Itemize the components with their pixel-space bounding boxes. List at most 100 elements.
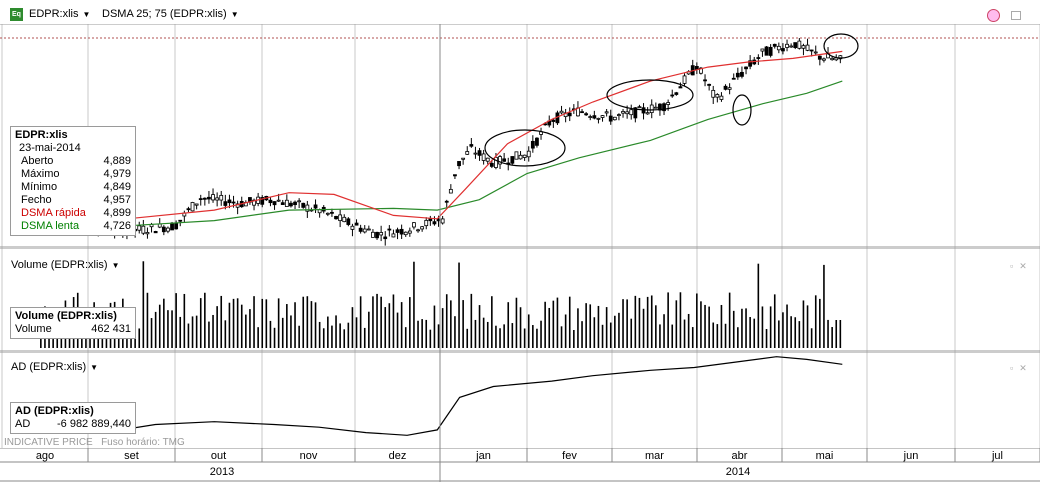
candle-body [707, 83, 712, 86]
volume-bar [474, 319, 477, 348]
volume-bar [429, 329, 432, 348]
chart-toolbar: Eq EDPR:xlis ▼ DSMA 25; 75 (EDPR:xlis) ▼ [0, 0, 1040, 26]
candle-body [313, 204, 318, 209]
annotation-ellipse-jan [484, 129, 566, 167]
price-info-value: 4,889 [103, 155, 131, 167]
volume-bar [204, 292, 206, 348]
volume-bar [277, 298, 280, 348]
volume-bar [179, 316, 182, 348]
volume-bar [724, 323, 727, 348]
symbol-selector[interactable]: EDPR:xlis ▼ [29, 8, 90, 20]
candle-body [612, 116, 617, 121]
candle-body [325, 212, 330, 215]
candle-body [223, 201, 228, 206]
volume-bar [819, 298, 821, 348]
candle-body [776, 45, 781, 51]
ad-pane-title[interactable]: AD (EDPR:xlis) ▼ [11, 361, 98, 373]
volume-bar [195, 315, 198, 348]
price-chart[interactable] [0, 24, 1040, 248]
volume-bar [544, 301, 546, 348]
candle-body [272, 201, 277, 206]
volume-bar [728, 292, 731, 348]
volume-bar [626, 299, 628, 348]
volume-bar [310, 301, 313, 348]
candle-body [366, 228, 371, 231]
volume-bar [273, 327, 276, 348]
volume-bar [187, 323, 190, 348]
candle-body [420, 226, 425, 230]
candle-body [535, 137, 539, 146]
candle-body [174, 222, 179, 230]
clock-icon[interactable] [987, 9, 1000, 22]
candle-body [260, 197, 265, 205]
volume-label: Volume [15, 323, 52, 335]
volume-pane-controls[interactable]: ▫✕ [1010, 261, 1033, 271]
symbol-label: EDPR:xlis [29, 8, 79, 20]
restore-icon[interactable] [1011, 11, 1021, 20]
volume-bar [462, 300, 464, 348]
annotation-ellipse-abr [732, 94, 752, 126]
volume-bar [413, 261, 415, 348]
volume-bar [454, 316, 456, 348]
volume-bar [228, 302, 231, 348]
volume-bar [745, 308, 747, 348]
candle-body [703, 79, 707, 82]
volume-bar [564, 314, 567, 348]
indicator-selector[interactable]: DSMA 25; 75 (EDPR:xlis) ▼ [102, 8, 239, 20]
candle-body [350, 225, 355, 230]
year-label: 2014 [726, 466, 750, 478]
volume-bar [773, 294, 776, 348]
candle-body [457, 161, 461, 167]
candle-body [494, 156, 498, 168]
volume-bar [761, 306, 764, 348]
candle-body [440, 218, 445, 224]
candle-body [198, 198, 203, 201]
volume-bar [425, 319, 428, 348]
volume-bar [622, 299, 624, 348]
volume-pane-title[interactable]: Volume (EDPR:xlis) ▼ [11, 259, 120, 271]
volume-bar [355, 317, 358, 348]
candle-body [789, 45, 794, 48]
candle-body [559, 110, 564, 114]
candle-body [391, 233, 396, 238]
price-info-box: EDPR:xlis 23-mai-2014 Aberto 4,889 Máximo 4… [10, 126, 136, 236]
ad-pane-controls[interactable]: ▫✕ [1010, 363, 1033, 373]
volume-bar [839, 320, 842, 348]
candle-body [633, 107, 638, 119]
volume-bar [712, 322, 715, 348]
volume-bar [523, 328, 526, 348]
volume-bar [450, 300, 452, 348]
volume-bar [720, 304, 723, 348]
candle-body [473, 152, 478, 155]
candle-body [395, 229, 400, 233]
volume-bar [511, 323, 514, 348]
volume-chart[interactable] [0, 248, 1040, 352]
volume-bar [388, 303, 391, 348]
volume-bar [638, 297, 641, 348]
volume-bar [671, 324, 674, 348]
time-axis[interactable]: ago set out nov dez jan fev mar abr mai jun jul 2013… [0, 448, 1040, 482]
candle-body [785, 43, 789, 48]
volume-bar [142, 261, 145, 348]
price-info-row: Máximo 4,979 [15, 168, 131, 181]
month-label: jun [903, 450, 919, 462]
volume-bar [794, 317, 797, 348]
indicative-price-note: INDICATIVE PRICE Fuso horário: TMG [4, 437, 185, 448]
candle-body [617, 114, 621, 116]
ad-chart[interactable] [0, 352, 1040, 448]
ad-value: -6 982 889,440 [56, 418, 131, 430]
volume-bar [663, 314, 665, 348]
candle-body [170, 222, 174, 231]
volume-bar [507, 302, 510, 348]
month-label: ago [36, 450, 54, 462]
candle-body [354, 222, 359, 226]
volume-bar [154, 311, 157, 348]
volume-bar [220, 295, 223, 348]
volume-bar [445, 294, 448, 348]
candle-body [502, 158, 507, 162]
candle-body [817, 55, 822, 60]
candle-body [412, 222, 416, 228]
volume-bar [380, 296, 382, 348]
month-label: out [211, 450, 226, 462]
volume-bar [290, 315, 292, 348]
